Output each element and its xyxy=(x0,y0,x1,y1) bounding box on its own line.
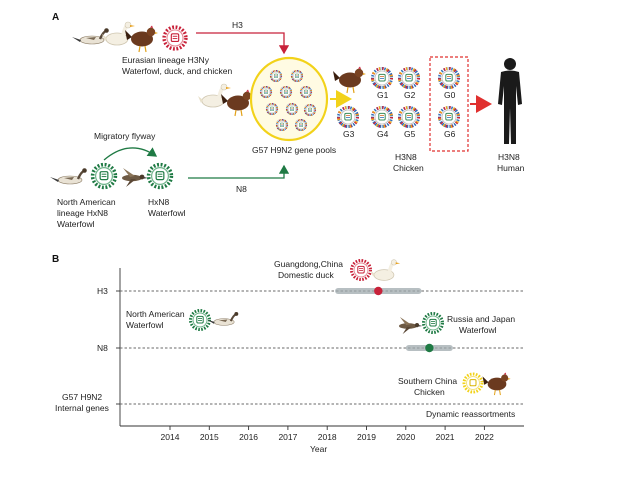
guangdong-virus-icon xyxy=(350,259,372,281)
panel-b-label: B xyxy=(52,254,59,265)
h3n8-chicken-illustration xyxy=(332,65,367,94)
dynamic-reassortments-label: Dynamic reassortments xyxy=(426,409,515,419)
southern-china-chicken-illustration xyxy=(482,372,512,396)
year-label-2014: 2014 xyxy=(161,432,180,442)
north-american-pintail-illustration xyxy=(205,310,240,327)
x-axis-label: Year xyxy=(310,444,327,454)
genotype-g2: G2 xyxy=(404,90,416,100)
russia-label-line1: Russia and Japan xyxy=(447,314,515,324)
genotype-g0: G0 xyxy=(444,90,456,100)
chicken-label-line2: Chicken xyxy=(393,163,424,173)
na-flying-bird-illustration xyxy=(122,168,148,187)
year-label-2016: 2016 xyxy=(239,432,258,442)
h3-virus-icon xyxy=(162,25,188,51)
event-markers xyxy=(335,286,453,353)
h3-event-point xyxy=(374,286,383,296)
southern-china-label-line1: Southern China xyxy=(398,376,457,386)
na-virus-icon xyxy=(90,162,118,190)
n8-arrow-label: N8 xyxy=(236,184,247,194)
h3-arrow-label: H3 xyxy=(232,20,243,30)
human-silhouette xyxy=(498,58,522,144)
internal-row-label-line1: G57 H9N2 xyxy=(62,392,102,402)
north-american-label-line2: Waterfowl xyxy=(126,320,164,330)
year-label-2018: 2018 xyxy=(318,432,337,442)
h3-arrow xyxy=(196,32,290,55)
gene-pool-chicken-illustration xyxy=(220,88,255,117)
guangdong-label-line2: Domestic duck xyxy=(278,270,334,280)
gene-pool-duck-illustration xyxy=(196,82,233,109)
na-pintail-illustration xyxy=(48,166,89,186)
migratory-flyway-arrow xyxy=(103,147,158,161)
h3-row-label: H3 xyxy=(97,286,108,296)
genotype-g6: G6 xyxy=(444,129,456,139)
n8-event-point xyxy=(425,343,434,353)
russia-flying-bird-illustration xyxy=(399,317,423,335)
genotype-g0-virus xyxy=(438,67,460,89)
year-label-2017: 2017 xyxy=(278,432,297,442)
na-label-line3: Waterfowl xyxy=(57,219,95,229)
year-axis: 2014 2015 2016 2017 2018 2019 2020 2021 2022 xyxy=(161,426,494,442)
n8-arrow xyxy=(188,164,290,179)
eurasian-chicken-illustration xyxy=(124,24,159,53)
migratory-flyway-label: Migratory flyway xyxy=(94,131,156,141)
year-label-2021: 2021 xyxy=(436,432,455,442)
internal-row-label-line2: Internal genes xyxy=(55,403,109,413)
human-label-line1: H3N8 xyxy=(498,152,520,162)
russia-virus-icon xyxy=(422,312,444,334)
na-label-line2: lineage HxN8 xyxy=(57,208,108,218)
hxn8-label-line2: Waterfowl xyxy=(148,208,186,218)
gene-pool-label: G57 H9N2 gene pools xyxy=(252,145,336,155)
guangdong-label-line1: Guangdong,China xyxy=(274,259,343,269)
eurasian-label-line2: Waterfowl, duck, and chicken xyxy=(122,66,233,76)
gene-pool-ellipse xyxy=(249,56,329,142)
guangdong-duck-illustration xyxy=(368,257,403,283)
north-american-virus-icon xyxy=(189,309,211,331)
na-label-line1: North American xyxy=(57,197,116,207)
human-infecting-genotypes-box xyxy=(429,56,469,152)
genotype-g1: G1 xyxy=(377,90,389,100)
year-label-2022: 2022 xyxy=(475,432,494,442)
year-label-2019: 2019 xyxy=(357,432,376,442)
eurasian-label-line1: Eurasian lineage H3Ny xyxy=(122,55,210,65)
russia-label-line2: Waterfowl xyxy=(459,325,497,335)
southern-china-label-line2: Chicken xyxy=(414,387,445,397)
panel-a-label: A xyxy=(52,12,59,23)
genotype-g5: G5 xyxy=(404,129,416,139)
eurasian-goose-illustration xyxy=(100,20,137,47)
southern-china-virus-icon xyxy=(462,372,484,394)
genotype-g4: G4 xyxy=(377,129,389,139)
hxn8-virus-icon xyxy=(146,162,174,190)
north-american-label-line1: North American xyxy=(126,309,185,319)
human-label-line2: Human xyxy=(497,163,525,173)
genotype-g3: G3 xyxy=(343,129,355,139)
year-label-2015: 2015 xyxy=(200,432,219,442)
year-label-2020: 2020 xyxy=(396,432,415,442)
genotype-g6-virus xyxy=(438,106,460,128)
hxn8-label-line1: HxN8 xyxy=(148,197,170,207)
n8-row-label: N8 xyxy=(97,343,108,353)
chicken-label-line1: H3N8 xyxy=(395,152,417,162)
